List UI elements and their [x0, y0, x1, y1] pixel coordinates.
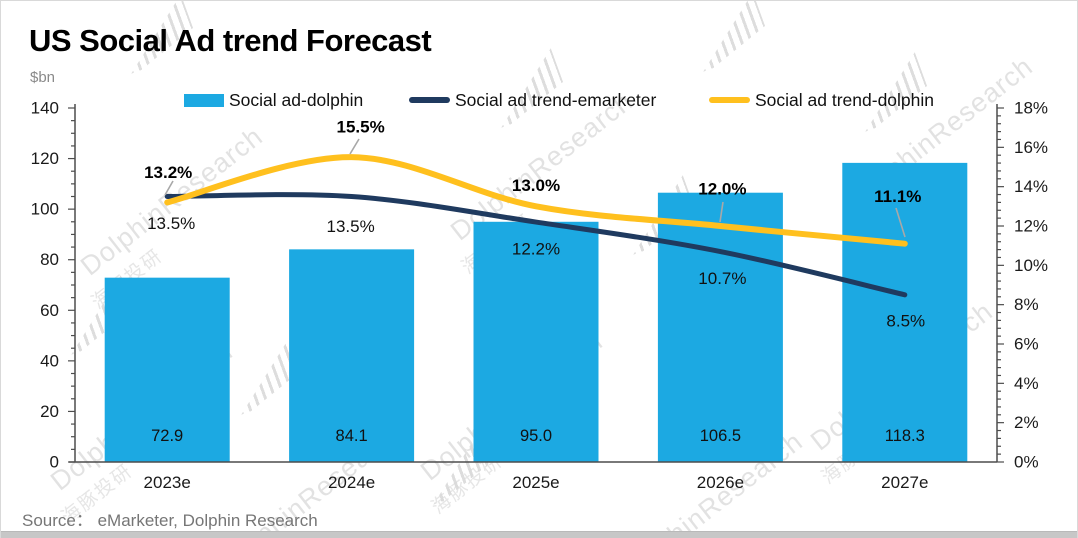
bar-2025e [473, 221, 599, 462]
svg-text:16%: 16% [1014, 138, 1048, 157]
bar-value-label: 106.5 [700, 427, 741, 445]
dolphin-value-label: 11.1% [874, 187, 921, 206]
svg-text:18%: 18% [1014, 99, 1048, 118]
x-label-2024e: 2024e [328, 473, 375, 492]
source-note: Source： eMarketer, Dolphin Research [22, 511, 318, 530]
line-emarketer [164, 192, 908, 298]
x-label-2027e: 2027e [881, 473, 928, 492]
bar-value-label: 84.1 [336, 427, 368, 445]
emarketer-value-label: 13.5% [147, 214, 195, 233]
legend-item-trend-dolphin: Social ad trend-dolphin [709, 87, 934, 113]
label-leader-line [164, 180, 174, 196]
window-bottom-edge [1, 531, 1077, 538]
chart-title: US Social Ad trend Forecast [29, 23, 432, 58]
bar-2026e [657, 192, 783, 462]
dolphin-value-label: 15.5% [336, 118, 384, 137]
legend-swatch-bar [184, 93, 224, 107]
emarketer-value-label: 12.2% [512, 240, 560, 259]
bar-2027e [842, 162, 968, 462]
svg-text:0: 0 [50, 453, 59, 472]
bar-value-label: 72.9 [151, 427, 183, 445]
svg-text:4%: 4% [1014, 374, 1039, 393]
svg-text:20: 20 [40, 402, 59, 421]
svg-text:2%: 2% [1014, 413, 1039, 432]
bar-value-label: 118.3 [885, 427, 925, 445]
svg-text:120: 120 [31, 149, 59, 168]
legend-item-social-ad-dolphin: Social ad-dolphin [184, 87, 363, 113]
svg-text:14%: 14% [1014, 177, 1048, 196]
emarketer-value-label: 10.7% [698, 269, 746, 288]
svg-text:8%: 8% [1014, 295, 1039, 314]
dolphin-value-label: 13.0% [512, 176, 560, 195]
legend-swatch-line [409, 97, 450, 103]
legend-label: Social ad-dolphin [229, 89, 364, 110]
legend-label: Social ad trend-emarketer [455, 89, 657, 110]
bar-2024e [289, 249, 415, 462]
bar-value-label: 95.0 [520, 427, 552, 445]
legend-swatch-line [709, 97, 750, 103]
line-dolphin [164, 154, 908, 247]
legend-item-trend-emarketer: Social ad trend-emarketer [409, 87, 656, 113]
left-axis-unit-label: $bn [30, 69, 56, 86]
svg-text:100: 100 [31, 200, 59, 219]
svg-text:0%: 0% [1014, 453, 1039, 472]
label-leader-line [719, 201, 724, 223]
legend: Social ad-dolphin Social ad trend-emarke… [1, 87, 1077, 113]
dolphin-value-label: 12.0% [698, 180, 746, 199]
bar-2023e [104, 277, 230, 462]
svg-text:12%: 12% [1014, 217, 1048, 236]
svg-text:40: 40 [40, 351, 59, 370]
emarketer-value-label: 8.5% [886, 311, 925, 330]
x-label-2026e: 2026e [697, 473, 744, 492]
x-label-2023e: 2023e [144, 473, 191, 492]
emarketer-value-label: 13.5% [326, 217, 374, 236]
label-leader-line [349, 138, 360, 155]
svg-text:10%: 10% [1014, 256, 1048, 275]
dolphin-value-label: 13.2% [144, 163, 192, 182]
svg-text:80: 80 [40, 250, 59, 269]
svg-text:140: 140 [31, 99, 59, 118]
legend-label: Social ad trend-dolphin [755, 89, 935, 110]
label-leader-line [895, 207, 906, 238]
svg-text:6%: 6% [1014, 335, 1039, 354]
svg-text:60: 60 [40, 301, 59, 320]
x-label-2025e: 2025e [512, 473, 559, 492]
